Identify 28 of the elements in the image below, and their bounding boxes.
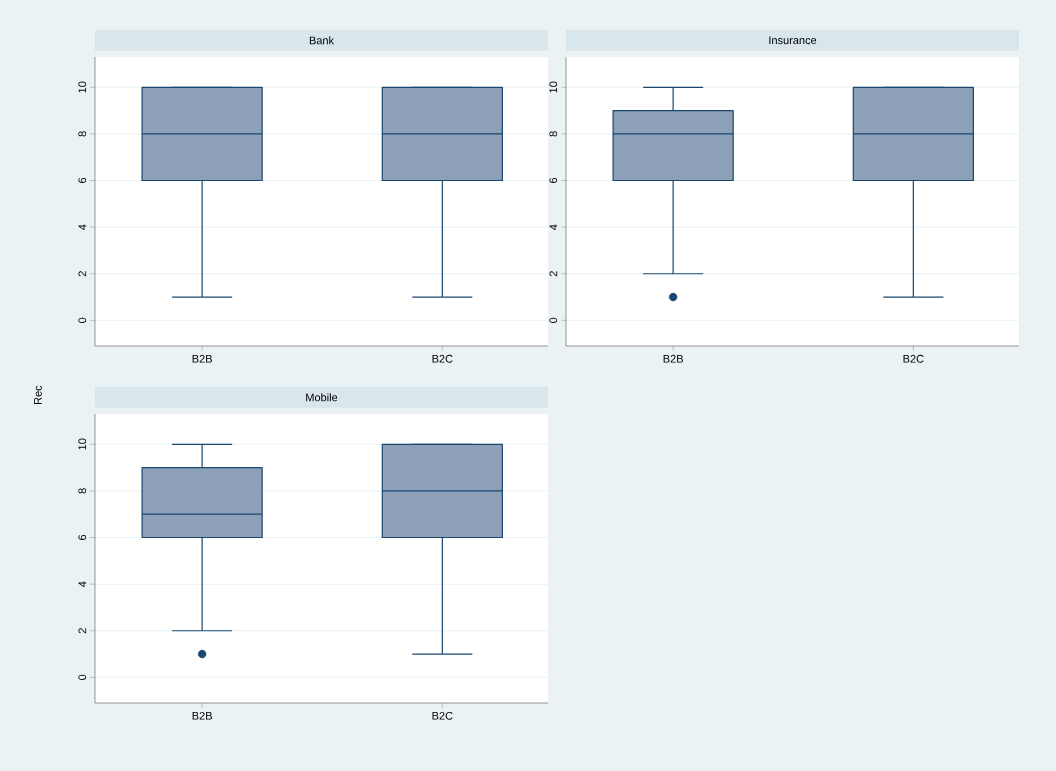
chart-title: Bank (309, 36, 335, 45)
y-tick-label: 8 (78, 488, 87, 494)
y-tick-label: 6 (549, 177, 558, 184)
y-tick-label: 2 (549, 271, 558, 277)
x-tick-label: B2B (663, 354, 683, 363)
y-tick-label: 4 (549, 224, 558, 230)
y-tick-label: 4 (78, 224, 87, 230)
x-tick-label: B2B (192, 711, 212, 720)
y-tick-label: 0 (549, 317, 558, 323)
y-tick-label: 0 (78, 317, 87, 323)
x-tick-label: B2C (432, 354, 453, 363)
x-tick-label: B2C (432, 711, 453, 720)
y-tick-label: 6 (78, 534, 87, 541)
y-tick-label: 6 (78, 177, 87, 184)
chart-title: Insurance (769, 36, 817, 45)
x-tick-label: B2B (192, 354, 212, 363)
y-tick-label: 0 (78, 674, 87, 680)
y-tick-label: 10 (78, 438, 87, 450)
y-tick-label: 4 (78, 581, 87, 587)
y-tick-label: 2 (78, 628, 87, 634)
y-tick-label: 8 (78, 131, 87, 137)
y-axis-title: Rec (34, 385, 42, 404)
y-tick-label: 10 (549, 81, 558, 93)
x-tick-label: B2C (903, 354, 924, 363)
chart-title: Mobile (306, 393, 338, 402)
y-tick-label: 2 (78, 271, 87, 277)
y-tick-label: 8 (549, 131, 558, 137)
y-tick-label: 10 (78, 81, 87, 93)
